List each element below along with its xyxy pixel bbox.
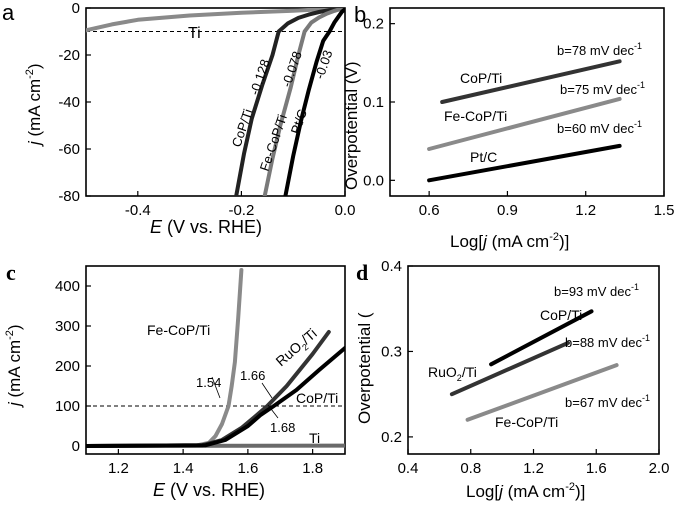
panel-d-slope-cop: b=93 mV dec-1 — [554, 282, 639, 299]
panel-c-ylabel: j (mA cm-2) — [4, 324, 24, 408]
panel-a-value-cop: -0.128 — [247, 57, 273, 97]
panel-d-xtick-label: 0.4 — [398, 460, 419, 477]
panel-b-series-pt-c — [427, 143, 622, 183]
panel-c-label-ti: Ti — [309, 430, 320, 446]
panel-b-slope-fecop: b=75 mV dec-1 — [560, 80, 645, 97]
panel-c-ytick-label: 200 — [55, 358, 80, 375]
panel-b-xtick-label: 0.9 — [497, 202, 518, 219]
panel-a-value-ptc: -0.03 — [312, 48, 336, 81]
panel-a-series-fe-cop-ti — [262, 8, 345, 196]
panel-b-series-cop-ti — [440, 59, 622, 104]
panel-c-series — [86, 268, 345, 448]
panel-c-xtick-label: 1.2 — [108, 460, 129, 477]
panel-d-ylabel: Overpotential ( — [355, 312, 374, 424]
panel-d-label-ruo2: RuO2/Ti — [428, 364, 477, 383]
panel-b-series — [427, 59, 622, 183]
panel-label-c: c — [6, 260, 16, 285]
panel-b-ylabel: Overpotential (V) — [342, 62, 361, 191]
panel-c-series-fe-cop-ti — [86, 268, 244, 448]
panel-a-label-fecop: Fe-CoP/Ti — [257, 112, 290, 173]
panel-d-ytick-label: 0.2 — [381, 429, 402, 446]
panel-d-series-cop-ti — [489, 309, 594, 367]
panel-c-label-fecop: Fe-CoP/Ti — [147, 322, 210, 338]
panel-d-xtick-label: 1.2 — [523, 460, 544, 477]
panel-c-series-cop-ti — [86, 346, 345, 448]
panel-c-ticks: 1.2 1.4 1.6 1.8 0 100 200 300 400 — [55, 278, 323, 477]
panel-c-xtick-label: 1.8 — [302, 460, 323, 477]
panel-a-series-pt-c — [283, 8, 345, 196]
panel-b-series-fe-cop-ti — [427, 96, 622, 151]
panel-a-xtick-label: -0.4 — [125, 202, 151, 219]
panel-d-ytick-label: 0.3 — [381, 343, 402, 360]
panel-b-ytick-label: 0.0 — [363, 172, 384, 189]
panel-d: 0.4 0.8 1.2 1.6 2.00.20.30.4 CoP/Ti RuO2/Ti … — [355, 258, 669, 501]
panel-a-ytick-label: -60 — [58, 141, 80, 158]
panel-a-ytick-label: -80 — [58, 188, 80, 205]
panel-a-xtick-label: 0.0 — [335, 202, 356, 219]
panel-label-d: d — [356, 260, 368, 285]
panel-d-label-cop: CoP/Ti — [540, 307, 582, 323]
panel-d-xtick-label: 1.6 — [586, 460, 607, 477]
panel-a-xlabel: E (V vs. RHE) — [150, 217, 262, 237]
panel-c-value-cop: 1.68 — [270, 420, 295, 435]
panel-c-xtick-label: 1.6 — [237, 460, 258, 477]
panel-a-ytick-label: -20 — [58, 47, 80, 64]
panel-b-xlabel: Log[j (mA cm-2)] — [450, 231, 569, 251]
panel-c-frame — [85, 265, 346, 455]
panel-b-label-fecop: Fe-CoP/Ti — [444, 108, 507, 124]
panel-a-ytick-label: -40 — [58, 94, 80, 111]
panel-label-a: a — [2, 0, 15, 25]
panel-b: 0.6 0.9 1.2 1.5 0.0 0.1 0.2 CoP/Ti Fe-CoP/Ti P… — [342, 7, 674, 251]
panel-b-slope-ptc: b=60 mV dec-1 — [557, 119, 642, 136]
panel-d-series-fe-cop-ti — [465, 363, 619, 422]
panel-d-slope-fecop: b=67 mV dec-1 — [565, 393, 650, 410]
panel-d-ytick-label: 0.4 — [381, 258, 402, 275]
panel-c-leader-2 — [261, 382, 273, 399]
panel-d-xlabel: Log[j (mA cm-2)] — [466, 481, 585, 501]
panel-b-xtick-label: 1.2 — [575, 202, 596, 219]
panel-d-ticks: 0.4 0.8 1.2 1.6 2.0 0.2 0.3 0.4 — [381, 258, 669, 477]
panel-a-ytick-label: 0 — [72, 0, 80, 17]
panel-b-ytick-label: 0.1 — [363, 94, 384, 111]
panel-b-ticks: 0.6 0.9 1.2 1.5 0.0 0.1 0.2 — [363, 16, 674, 219]
panel-a-value-fecop: -0.078 — [279, 49, 305, 89]
panel-b-frame — [389, 7, 665, 197]
panel-b-slope-cop: b=78 mV dec-1 — [557, 41, 642, 58]
panel-a-label-ti: Ti — [188, 25, 201, 42]
panel-c-ytick-label: 100 — [55, 398, 80, 415]
panel-d-series-ruo2-ti — [449, 340, 570, 397]
panel-b-xtick-label: 1.5 — [654, 202, 675, 219]
panel-d-slope-ruo2: b=88 mV dec-1 — [565, 333, 650, 350]
panel-b-xtick-label: 0.6 — [419, 202, 440, 219]
panel-a-ticks: -0.4 -0.2 0.0 0 -20 -40 -60 -80 — [58, 0, 355, 219]
panel-c-value-fecop: 1.54 — [196, 375, 221, 390]
panel-c-ytick-label: 400 — [55, 278, 80, 295]
panel-label-b: b — [354, 2, 366, 27]
panel-a-series-cop-ti — [234, 8, 345, 196]
panel-a-label-ptc: Pt/C — [288, 107, 310, 136]
panel-c-label-cop: CoP/Ti — [296, 390, 338, 406]
panel-c-xlabel: E (V vs. RHE) — [153, 480, 265, 500]
panel-d-xtick-label: 0.8 — [460, 460, 481, 477]
panel-c-value-ruo2: 1.66 — [240, 368, 265, 383]
panel-d-xtick-label: 2.0 — [649, 460, 670, 477]
panel-b-label-cop: CoP/Ti — [460, 70, 502, 86]
panel-c-leader-1 — [211, 376, 221, 399]
panel-a-series-ti — [86, 8, 345, 33]
panel-b-label-ptc: Pt/C — [470, 149, 497, 165]
panel-d-series — [449, 309, 619, 422]
panel-a-ylabel: j (mA cm-2) — [24, 63, 44, 147]
panel-c-ytick-label: 0 — [72, 438, 80, 455]
panel-b-ytick-label: 0.2 — [363, 16, 384, 33]
panel-a-xtick-label: -0.2 — [228, 202, 254, 219]
panel-d-label-fecop: Fe-CoP/Ti — [495, 414, 558, 430]
panel-a-series — [86, 8, 345, 196]
panel-c-leader-3 — [267, 404, 279, 419]
panel-c-xtick-label: 1.4 — [173, 460, 194, 477]
panel-c-ytick-label: 300 — [55, 318, 80, 335]
panel-a: -0.4 -0.2 0.00-20-40-60-80 Ti CoP/Ti -0.12… — [24, 0, 355, 237]
